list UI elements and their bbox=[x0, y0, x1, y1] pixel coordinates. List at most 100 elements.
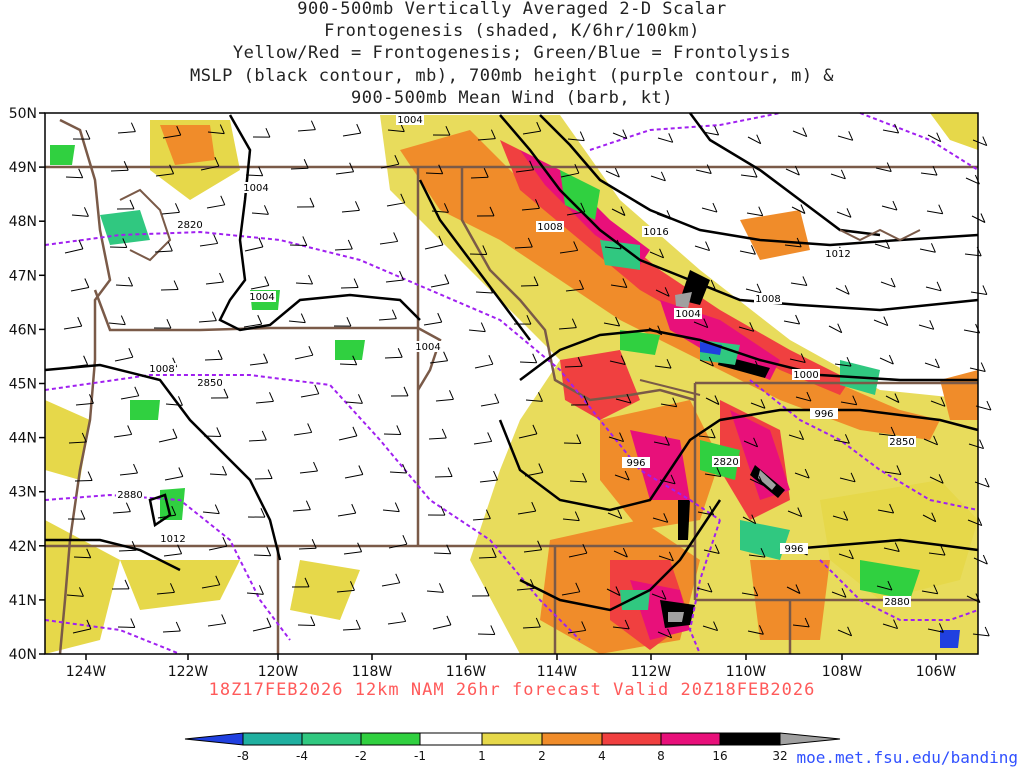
wind-barb bbox=[606, 588, 621, 596]
wind-barb bbox=[473, 440, 492, 445]
wind-barb bbox=[118, 549, 137, 552]
wind-barb bbox=[745, 288, 762, 294]
wind-barb bbox=[386, 202, 405, 207]
wind-barb bbox=[337, 512, 356, 517]
wind-barb bbox=[567, 138, 585, 142]
wind-barb bbox=[930, 400, 946, 407]
wind-barb bbox=[656, 213, 672, 220]
colorbar-bin bbox=[601, 732, 662, 746]
wind-barb bbox=[475, 291, 493, 294]
wind-barb bbox=[652, 517, 668, 523]
wind-barb bbox=[249, 362, 268, 366]
wind-barb bbox=[423, 321, 442, 326]
wind-barb bbox=[967, 519, 982, 527]
wind-barb bbox=[837, 629, 852, 637]
lon-label: 106W bbox=[916, 664, 957, 680]
wind-barb bbox=[607, 512, 622, 520]
wind-barb bbox=[609, 360, 626, 366]
wind-barb bbox=[795, 396, 812, 402]
wind-barb bbox=[882, 623, 898, 630]
wind-barb bbox=[435, 398, 454, 402]
wind-barb bbox=[700, 283, 716, 290]
wind-barb bbox=[750, 402, 766, 409]
wind-barb bbox=[114, 356, 133, 362]
wind-barb bbox=[972, 139, 987, 147]
wind-barb bbox=[251, 212, 269, 215]
mslp-label: 1004 bbox=[249, 292, 274, 303]
wind-barb bbox=[654, 365, 672, 369]
wind-barb bbox=[162, 630, 181, 633]
wind-barb bbox=[343, 551, 362, 555]
colorbar-bin bbox=[660, 732, 721, 746]
wind-barb bbox=[163, 553, 182, 557]
wind-barb bbox=[792, 624, 810, 628]
wind-barb bbox=[156, 591, 175, 595]
wind-barb bbox=[568, 552, 587, 558]
lon-label: 108W bbox=[822, 664, 863, 680]
wind-barb bbox=[880, 281, 896, 288]
wind-barb bbox=[830, 173, 846, 180]
wind-barb bbox=[250, 285, 269, 290]
wind-barb bbox=[385, 279, 404, 283]
source-url[interactable]: moe.met.fsu.edu/banding bbox=[796, 748, 1018, 767]
mslp-label: 996 bbox=[814, 409, 833, 420]
height-label: 2850 bbox=[889, 437, 914, 448]
wind-barb bbox=[698, 435, 716, 439]
mslp-label: 996 bbox=[784, 544, 803, 555]
wind-barb bbox=[929, 476, 944, 484]
lat-label: 44N bbox=[9, 431, 37, 447]
mslp-label: 1008 bbox=[149, 364, 174, 375]
wind-barb bbox=[65, 176, 83, 179]
wind-barb bbox=[838, 553, 854, 560]
wind-barb bbox=[207, 622, 226, 627]
wind-barb bbox=[165, 403, 183, 406]
wind-barb bbox=[921, 590, 938, 595]
wind-barb bbox=[834, 363, 852, 367]
wind-barb bbox=[831, 591, 847, 598]
lat-label: 49N bbox=[9, 160, 37, 176]
wind-barb bbox=[381, 582, 400, 587]
wind-barb bbox=[288, 320, 306, 324]
wind-barb bbox=[478, 556, 497, 559]
title-line-3: Yellow/Red = Frontogenesis; Green/Blue =… bbox=[232, 43, 792, 63]
mslp-label: 1016 bbox=[643, 227, 668, 238]
wind-barb bbox=[522, 130, 541, 135]
wind-barb bbox=[877, 509, 894, 514]
wind-barb bbox=[198, 320, 217, 323]
mslp-label: 1012 bbox=[825, 249, 850, 260]
wind-barb bbox=[786, 586, 801, 594]
wind-barb bbox=[430, 283, 449, 288]
mslp-label: 996 bbox=[626, 458, 645, 469]
wind-barb bbox=[604, 246, 622, 250]
wind-barb bbox=[790, 282, 807, 286]
wind-barb bbox=[603, 322, 620, 327]
lat-label: 48N bbox=[9, 214, 37, 230]
wind-barb bbox=[566, 211, 585, 216]
wind-barb bbox=[432, 624, 452, 630]
wind-barb bbox=[791, 206, 806, 214]
title-line-4: MSLP (black contour, mb), 700mb height (… bbox=[189, 66, 835, 86]
wind-barb bbox=[968, 443, 984, 450]
wind-barb bbox=[299, 470, 318, 474]
wind-barb bbox=[378, 318, 397, 321]
height-label: 2820 bbox=[177, 220, 202, 231]
colorbar-tick: -8 bbox=[237, 749, 249, 763]
wind-barb bbox=[387, 620, 406, 625]
title-line-1: 900-500mb Vertically Averaged 2-D Scalar bbox=[297, 0, 727, 19]
wind-barb bbox=[875, 167, 892, 173]
mslp-label: 1008 bbox=[537, 222, 562, 233]
wind-barb bbox=[703, 549, 720, 555]
wind-barb bbox=[658, 555, 674, 562]
wind-barb bbox=[207, 131, 225, 135]
colorbar-tick: 1 bbox=[478, 749, 486, 763]
wind-barb bbox=[389, 471, 407, 474]
wind-barb bbox=[748, 554, 766, 558]
wind-barb bbox=[702, 625, 718, 632]
wind-barb bbox=[292, 509, 311, 512]
wind-barb bbox=[200, 165, 219, 171]
wind-barb bbox=[695, 169, 712, 175]
colorbar-bin bbox=[360, 732, 421, 746]
wind-barb bbox=[388, 543, 407, 549]
wind-barb bbox=[835, 287, 850, 295]
